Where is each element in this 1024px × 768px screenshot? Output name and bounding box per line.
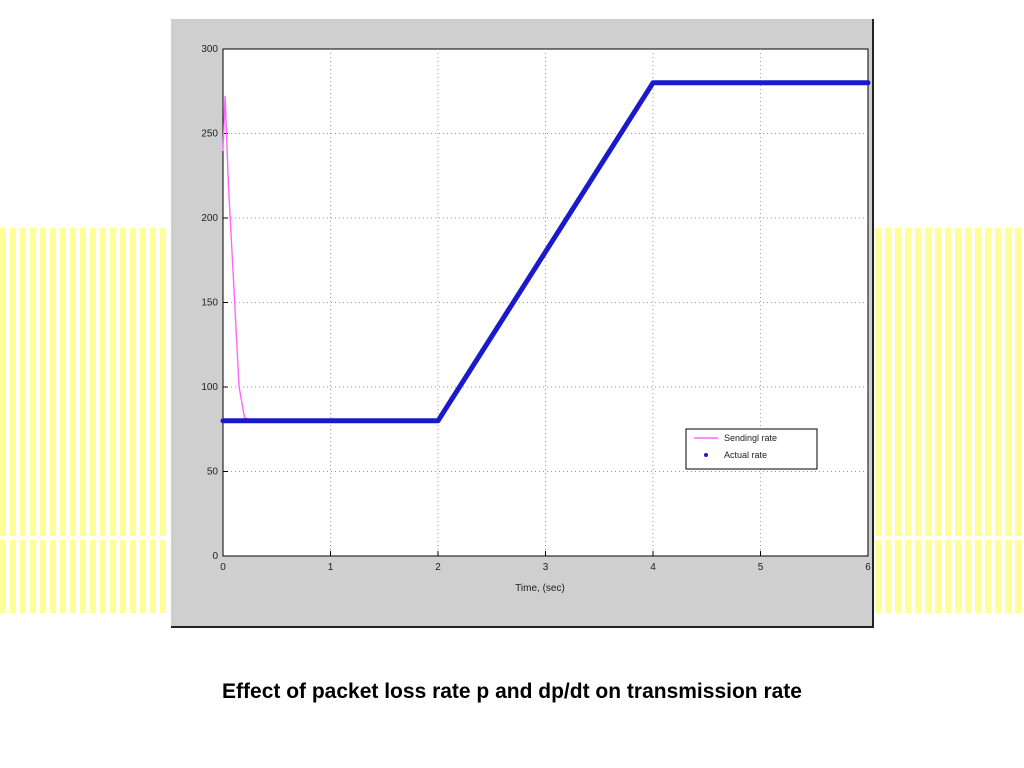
x-tick-label: 5	[758, 562, 764, 573]
x-axis-label: Time, (sec)	[515, 583, 565, 594]
legend-box	[685, 428, 818, 470]
x-tick-label: 6	[865, 562, 871, 573]
y-tick-label: 100	[201, 382, 218, 393]
decorative-stripes-right	[875, 228, 1024, 613]
x-tick-label: 4	[650, 562, 656, 573]
x-tick-label: 1	[328, 562, 334, 573]
legend-entry-label: Actual rate	[724, 450, 767, 460]
y-tick-label: 0	[212, 551, 218, 562]
x-tick-label: 2	[435, 562, 441, 573]
x-tick-label: 0	[220, 562, 226, 573]
legend-entry-label: Sendingl rate	[724, 433, 777, 443]
y-tick-label: 200	[201, 213, 218, 224]
y-tick-label: 250	[201, 129, 218, 140]
y-tick-label: 50	[207, 467, 219, 478]
y-tick-label: 300	[201, 44, 218, 55]
legend-dot-marker	[704, 453, 708, 457]
series-line-actual-rate	[220, 80, 871, 424]
figure-window: 0 1 2 3 4 5 6 0 50 100 150 200 250 300 Time, (sec) Se…	[171, 19, 874, 628]
series-layer	[220, 80, 871, 424]
y-tick-label: 150	[201, 298, 218, 309]
x-tick-label: 3	[543, 562, 549, 573]
slide-caption: Effect of packet loss rate p and dp/dt o…	[222, 680, 802, 703]
chart-legend: Sendingl rate Actual rate	[685, 428, 818, 470]
grid-lines	[223, 49, 868, 556]
series-line-sending-rate	[222, 95, 251, 422]
line-chart: 0 1 2 3 4 5 6 0 50 100 150 200 250 300 Time, (sec) Se…	[201, 44, 871, 594]
decorative-stripes-left	[0, 228, 170, 613]
